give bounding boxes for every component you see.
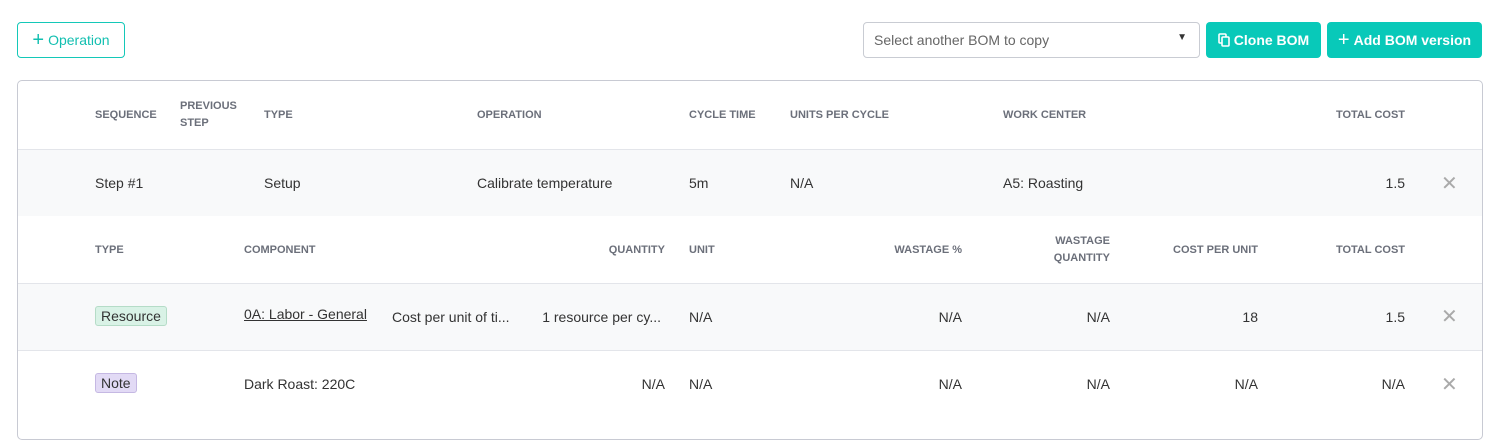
header-previous-step: PREVIOUS STEP [180, 100, 237, 129]
remove-component-icon[interactable]: ✕ [1441, 374, 1458, 396]
operations-table [17, 80, 1483, 440]
header-cycle-time: CYCLE TIME [689, 109, 756, 121]
remove-operation-icon[interactable]: ✕ [1441, 173, 1458, 195]
header-unit: UNIT [689, 244, 715, 256]
header-type: TYPE [264, 109, 293, 121]
operation-cycle-time[interactable]: 5m [689, 175, 709, 191]
component-unit: N/A [689, 309, 713, 325]
bom-copy-select[interactable]: Select another BOM to copy ▼ [863, 22, 1200, 58]
chevron-down-icon: ▼ [1177, 32, 1187, 43]
operation-work-center[interactable]: A5: Roasting [1003, 175, 1084, 191]
plus-icon: + [32, 29, 45, 51]
remove-component-icon[interactable]: ✕ [1441, 306, 1458, 328]
header-sequence: SEQUENCE [95, 109, 157, 121]
component-quantity[interactable]: 1 resource per cy... [542, 309, 661, 325]
add-bom-version-button[interactable]: + Add BOM version [1327, 22, 1482, 58]
header-wastage-pct: WASTAGE % [894, 244, 962, 256]
component-description: Cost per unit of ti... [392, 309, 510, 325]
component-note[interactable]: Dark Roast: 220C [244, 376, 356, 392]
component-wastage-pct: N/A [938, 376, 962, 392]
header-component: COMPONENT [244, 244, 316, 256]
component-cost-per-unit: N/A [1234, 376, 1258, 392]
header-total-cost: TOTAL COST [1335, 244, 1405, 256]
header-wastage-quantity: WASTAGE QUANTITY [1053, 235, 1110, 264]
add-operation-button[interactable]: + Operation [17, 22, 125, 58]
operation-units-per-cycle[interactable]: N/A [790, 175, 814, 191]
operation-name[interactable]: Calibrate temperature [477, 175, 613, 191]
header-type: TYPE [95, 244, 124, 256]
operation-sequence: Step #1 [95, 175, 144, 191]
divider [18, 283, 1482, 284]
header-cost-per-unit: COST PER UNIT [1173, 244, 1258, 256]
header-work-center: WORK CENTER [1003, 109, 1087, 121]
component-quantity: N/A [641, 376, 665, 392]
component-row-bg [18, 284, 1482, 350]
component-cost-per-unit: 18 [1242, 309, 1258, 325]
header-total-cost: TOTAL COST [1335, 109, 1405, 121]
header-units-per-cycle: UNITS PER CYCLE [790, 109, 890, 121]
component-total-cost: N/A [1381, 376, 1405, 392]
bom-select-placeholder: Select another BOM to copy [874, 32, 1050, 48]
copy-icon [1217, 33, 1230, 47]
clone-bom-button[interactable]: Clone BOM [1206, 22, 1321, 58]
component-wastage-qty: N/A [1086, 309, 1110, 325]
component-wastage-pct[interactable]: N/A [938, 309, 962, 325]
type-badge-note: Note [95, 373, 137, 393]
header-operation: OPERATION [477, 109, 542, 121]
add-operation-label: Operation [48, 32, 110, 48]
component-link[interactable]: 0A: Labor - General [244, 306, 367, 322]
add-bom-version-label: Add BOM version [1353, 32, 1472, 48]
divider [18, 149, 1482, 150]
type-badge-resource: Resource [95, 306, 167, 326]
operation-row-bg [18, 150, 1482, 216]
component-total-cost: 1.5 [1385, 309, 1405, 325]
component-wastage-qty: N/A [1086, 376, 1110, 392]
operation-type[interactable]: Setup [264, 175, 301, 191]
operation-total-cost: 1.5 [1385, 175, 1405, 191]
clone-bom-label: Clone BOM [1233, 32, 1310, 48]
component-unit: N/A [689, 376, 713, 392]
header-quantity: QUANTITY [608, 244, 665, 256]
divider [18, 350, 1482, 351]
plus-icon: + [1337, 29, 1350, 51]
